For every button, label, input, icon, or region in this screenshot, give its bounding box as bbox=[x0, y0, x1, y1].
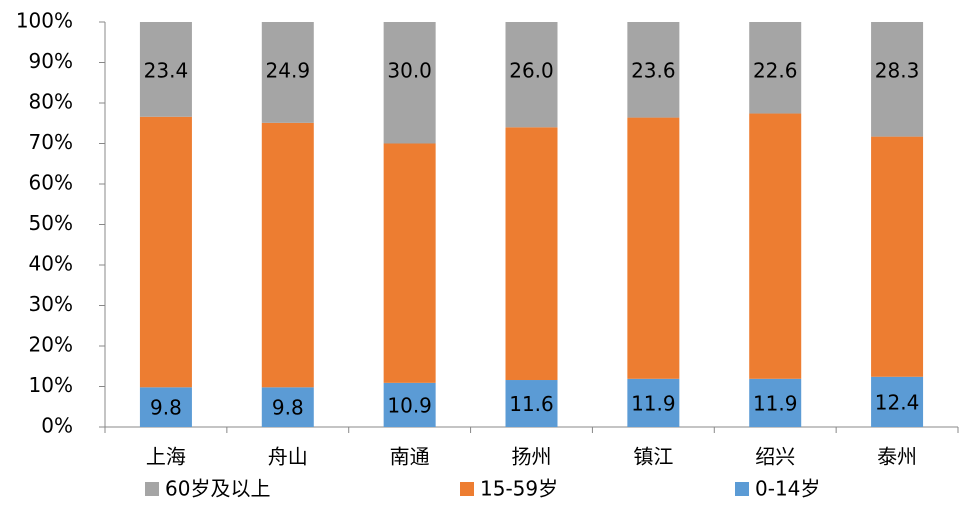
x-tick-label: 绍兴 bbox=[755, 445, 795, 469]
legend-label: 0-14岁 bbox=[755, 477, 820, 501]
data-label: 22.6 bbox=[753, 59, 798, 83]
bar-segment bbox=[749, 22, 802, 114]
data-label: 11.9 bbox=[631, 391, 676, 415]
y-tick-label: 80% bbox=[29, 90, 73, 114]
y-tick-label: 70% bbox=[29, 130, 73, 154]
bar-segment bbox=[261, 22, 314, 123]
data-label: 26.0 bbox=[509, 59, 554, 83]
y-tick-label: 40% bbox=[29, 252, 73, 276]
bar-segment bbox=[871, 22, 924, 137]
data-label: 30.0 bbox=[387, 59, 432, 83]
bar-segment bbox=[505, 380, 558, 427]
bar-segment bbox=[383, 22, 436, 144]
bar-segment bbox=[383, 382, 436, 427]
bar-segment bbox=[627, 22, 680, 118]
x-tick-label: 镇江 bbox=[633, 445, 673, 469]
y-tick-label: 90% bbox=[29, 49, 73, 73]
legend-swatch bbox=[145, 482, 159, 496]
bar-segment bbox=[871, 376, 924, 427]
bar-segment bbox=[139, 387, 192, 427]
data-label: 23.4 bbox=[144, 59, 189, 83]
data-label: 11.6 bbox=[509, 392, 554, 416]
bar-segment bbox=[261, 387, 314, 427]
bar-segment bbox=[261, 122, 314, 388]
data-label: 10.9 bbox=[387, 393, 432, 417]
data-label: 11.9 bbox=[753, 391, 798, 415]
bar-segment bbox=[139, 116, 192, 388]
bar-segment bbox=[627, 117, 680, 379]
y-tick-label: 30% bbox=[29, 292, 73, 316]
data-label: 9.8 bbox=[272, 396, 304, 420]
legend-label: 60岁及以上 bbox=[165, 477, 270, 501]
data-label: 9.8 bbox=[150, 396, 182, 420]
y-tick-label: 50% bbox=[29, 211, 73, 235]
legend-swatch bbox=[460, 482, 474, 496]
x-tick-label: 上海 bbox=[146, 445, 186, 469]
bar-segment bbox=[871, 136, 924, 377]
bar-segment bbox=[505, 22, 558, 128]
bar-segment bbox=[383, 143, 436, 383]
y-tick-label: 0% bbox=[41, 414, 73, 438]
y-tick-label: 100% bbox=[16, 9, 73, 33]
data-label: 24.9 bbox=[266, 59, 311, 83]
y-tick-label: 10% bbox=[29, 373, 73, 397]
data-label: 28.3 bbox=[875, 59, 920, 83]
bar-segment bbox=[139, 22, 192, 117]
x-tick-label: 舟山 bbox=[268, 445, 308, 469]
bar-segment bbox=[505, 127, 558, 381]
data-label: 12.4 bbox=[875, 390, 920, 414]
legend-label: 15-59岁 bbox=[480, 477, 558, 501]
bar-segment bbox=[749, 113, 802, 379]
data-label: 23.6 bbox=[631, 59, 676, 83]
bar-segment bbox=[749, 378, 802, 427]
legend-swatch bbox=[735, 482, 749, 496]
y-tick-label: 60% bbox=[29, 171, 73, 195]
x-tick-label: 扬州 bbox=[512, 445, 552, 469]
x-tick-label: 南通 bbox=[390, 445, 430, 469]
x-tick-label: 泰州 bbox=[877, 445, 917, 469]
bar-segment bbox=[627, 378, 680, 427]
y-tick-label: 20% bbox=[29, 333, 73, 357]
